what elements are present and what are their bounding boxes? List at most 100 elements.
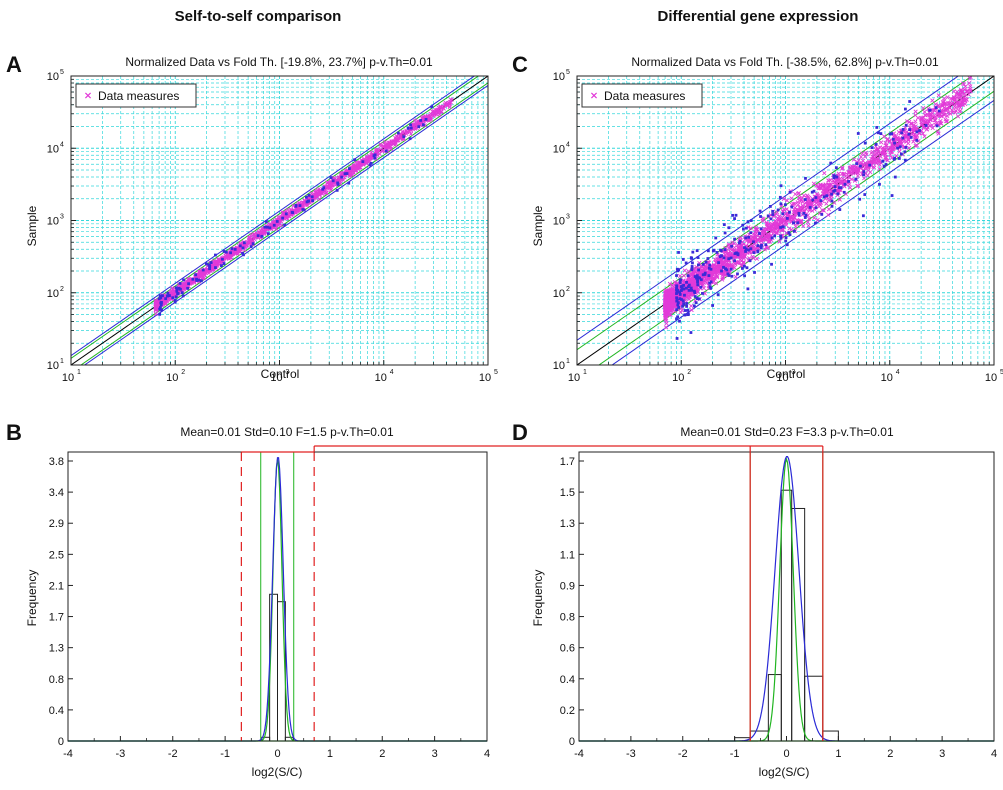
data-point: [824, 201, 829, 206]
data-point: [904, 123, 908, 127]
data-point: [265, 225, 269, 229]
data-point: [744, 247, 748, 251]
data-point: [690, 282, 695, 288]
data-point: [241, 251, 244, 255]
data-point: [736, 272, 739, 276]
panel-b-histogram: -4 -3 -2 -1 0 1 2 3 4 0 0.4 0.8 1.3 1.7 2.1 2.5 2.9 3.4 3.…: [49, 451, 490, 760]
data-point: [390, 141, 396, 146]
data-point: [743, 246, 746, 249]
data-point: [849, 177, 855, 182]
data-point: [925, 120, 930, 125]
data-point: [762, 247, 767, 252]
data-point: [708, 281, 712, 285]
panel-b-xlabel: log2(S/C): [252, 765, 303, 779]
data-point: [209, 261, 213, 264]
data-point: [887, 138, 892, 143]
legend: Data measures: [581, 83, 703, 108]
data-point: [304, 195, 308, 199]
data-point: [879, 140, 884, 145]
data-point: [681, 304, 685, 308]
heading-self-to-self: Self-to-self comparison: [175, 8, 342, 25]
data-point: [966, 92, 971, 97]
data-point: [741, 223, 745, 227]
data-point: [758, 232, 761, 235]
data-point: [182, 278, 185, 282]
data-point: [847, 181, 852, 187]
panel-c-xlabel: Control: [767, 367, 806, 381]
data-point: [285, 207, 291, 212]
data-point: [160, 308, 163, 312]
data-point: [161, 294, 164, 298]
data-point: [814, 196, 818, 199]
data-point: [687, 283, 691, 287]
data-point: [801, 206, 806, 211]
data-point: [801, 223, 806, 229]
data-point: [313, 193, 318, 198]
data-point: [678, 281, 682, 284]
data-point: [752, 251, 756, 255]
data-point: [771, 210, 775, 213]
data-point: [773, 218, 778, 223]
data-point: [839, 186, 843, 190]
data-point: [298, 204, 302, 207]
data-point: [336, 181, 340, 185]
data-point: [953, 105, 958, 110]
data-point: [690, 288, 693, 292]
data-point: [908, 128, 912, 132]
data-point: [720, 269, 723, 273]
data-point: [913, 119, 918, 124]
data-point: [903, 158, 907, 162]
y-tick-label: 0.4: [560, 674, 575, 686]
data-point: [759, 227, 763, 231]
data-point: [898, 140, 903, 145]
data-point: [855, 183, 860, 189]
reference-line: [598, 90, 994, 365]
data-point: [677, 306, 681, 309]
data-point: [826, 198, 831, 203]
y-tick-exponent: 3: [566, 214, 570, 221]
data-point: [883, 140, 888, 145]
data-point: [797, 212, 801, 215]
data-point: [336, 183, 340, 186]
data-point: [760, 218, 765, 224]
data-point: [715, 275, 720, 280]
data-point: [433, 111, 438, 116]
data-point: [347, 181, 351, 185]
data-point: [876, 131, 880, 135]
plot-area: [577, 76, 994, 365]
data-point: [878, 182, 881, 186]
data-point: [856, 158, 861, 163]
data-point: [166, 294, 169, 298]
data-point: [741, 267, 744, 270]
y-tick-exponent: 4: [566, 141, 570, 148]
data-point: [858, 164, 862, 168]
data-point: [746, 238, 752, 243]
data-point: [351, 165, 356, 170]
data-point: [764, 220, 769, 225]
y-tick-label: 3.8: [49, 456, 64, 468]
data-point: [723, 231, 727, 235]
data-point: [803, 198, 807, 201]
data-point: [372, 154, 376, 158]
data-point: [834, 166, 838, 170]
data-point: [865, 173, 870, 178]
panel-b-title: Mean=0.01 Std=0.10 F=1.5 p-v.Th=0.01: [180, 425, 394, 439]
data-point: [940, 103, 945, 108]
data-point: [832, 174, 836, 178]
reference-line: [83, 85, 488, 365]
data-point: [226, 255, 231, 260]
data-point: [733, 274, 738, 279]
data-point: [695, 296, 699, 300]
data-point: [675, 317, 678, 321]
data-point: [411, 123, 416, 128]
data-point: [868, 169, 873, 175]
y-tick-label: 0: [58, 736, 64, 748]
data-point: [856, 183, 861, 188]
data-point: [892, 157, 896, 161]
data-point: [893, 141, 896, 145]
data-point: [446, 101, 452, 106]
data-point: [958, 108, 963, 113]
data-point: [827, 194, 833, 200]
data-point: [842, 190, 846, 194]
data-point: [222, 262, 226, 266]
